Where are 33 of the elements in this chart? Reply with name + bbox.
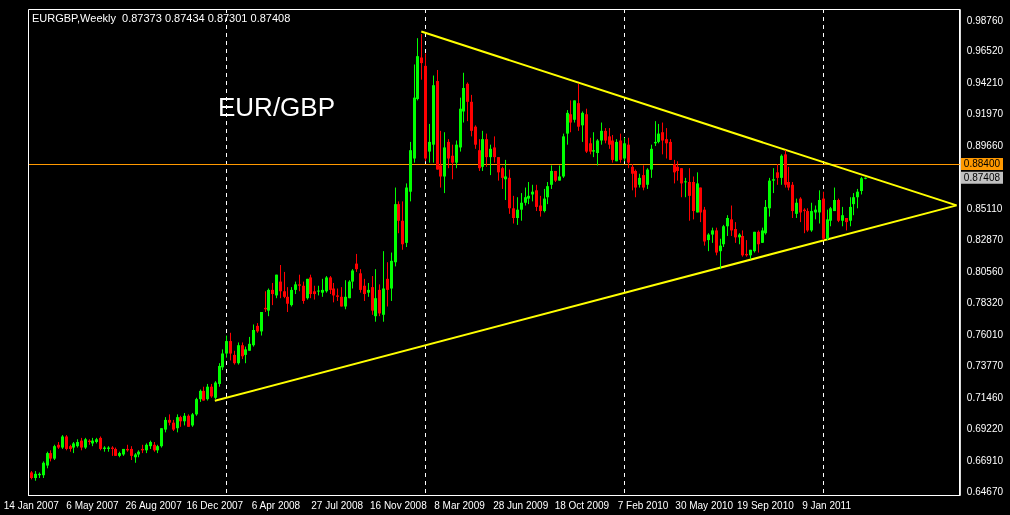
x-tick-label: 28 Jun 2009: [493, 499, 549, 511]
annotation: EUR/GBP: [218, 92, 336, 123]
y-tick-label: 0.80560: [966, 266, 1004, 278]
y-tick-label: 0.71460: [966, 392, 1004, 404]
text: 0.87408: [963, 171, 1001, 183]
y-tick-label: 0.85110: [966, 203, 1003, 215]
x-tick-label: 27 Jul 2008: [311, 499, 364, 511]
y-tick-label: 0.64670: [966, 485, 1004, 497]
x-tick-label: 6 May 2007: [66, 499, 120, 511]
ref-line-label: 0.88400: [963, 157, 1001, 169]
y-tick-label: 0.89660: [966, 140, 1004, 152]
y-tick-label: 0.94210: [966, 77, 1004, 89]
x-tick-label: 19 Sep 2010: [737, 499, 795, 511]
x-tick-label: 7 Feb 2010: [617, 499, 669, 511]
x-tick-label: 26 Aug 2007: [125, 499, 183, 511]
x-tick-label: 9 Jan 2011: [802, 499, 852, 511]
y-tick-label: 0.96520: [966, 45, 1004, 57]
y-tick-label: 0.76010: [966, 329, 1004, 341]
chart-title: EURGBP,Weekly 0.87373 0.87434 0.87301 0.87408: [32, 11, 291, 24]
y-tick-label: 0.73770: [966, 360, 1004, 372]
x-tick-label: 16 Dec 2007: [186, 499, 244, 511]
y-tick-label: 0.69220: [966, 423, 1004, 435]
x-tick-label: 30 May 2010: [675, 499, 734, 511]
x-tick-label: 8 Mar 2009: [434, 499, 486, 511]
x-tick-label: 6 Apr 2008: [251, 499, 301, 511]
x-tick-label: 16 Nov 2008: [369, 499, 428, 511]
y-tick-label: 0.66910: [966, 455, 1004, 466]
y-tick-label: 0.91970: [966, 108, 1004, 120]
y-tick-label: 0.98760: [966, 14, 1004, 26]
y-tick-label: 0.78320: [966, 297, 1004, 309]
x-tick-label: 18 Oct 2009: [554, 499, 610, 511]
x-tick-label: 14 Jan 2007: [3, 499, 60, 511]
y-tick-label: 0.82870: [966, 234, 1004, 246]
